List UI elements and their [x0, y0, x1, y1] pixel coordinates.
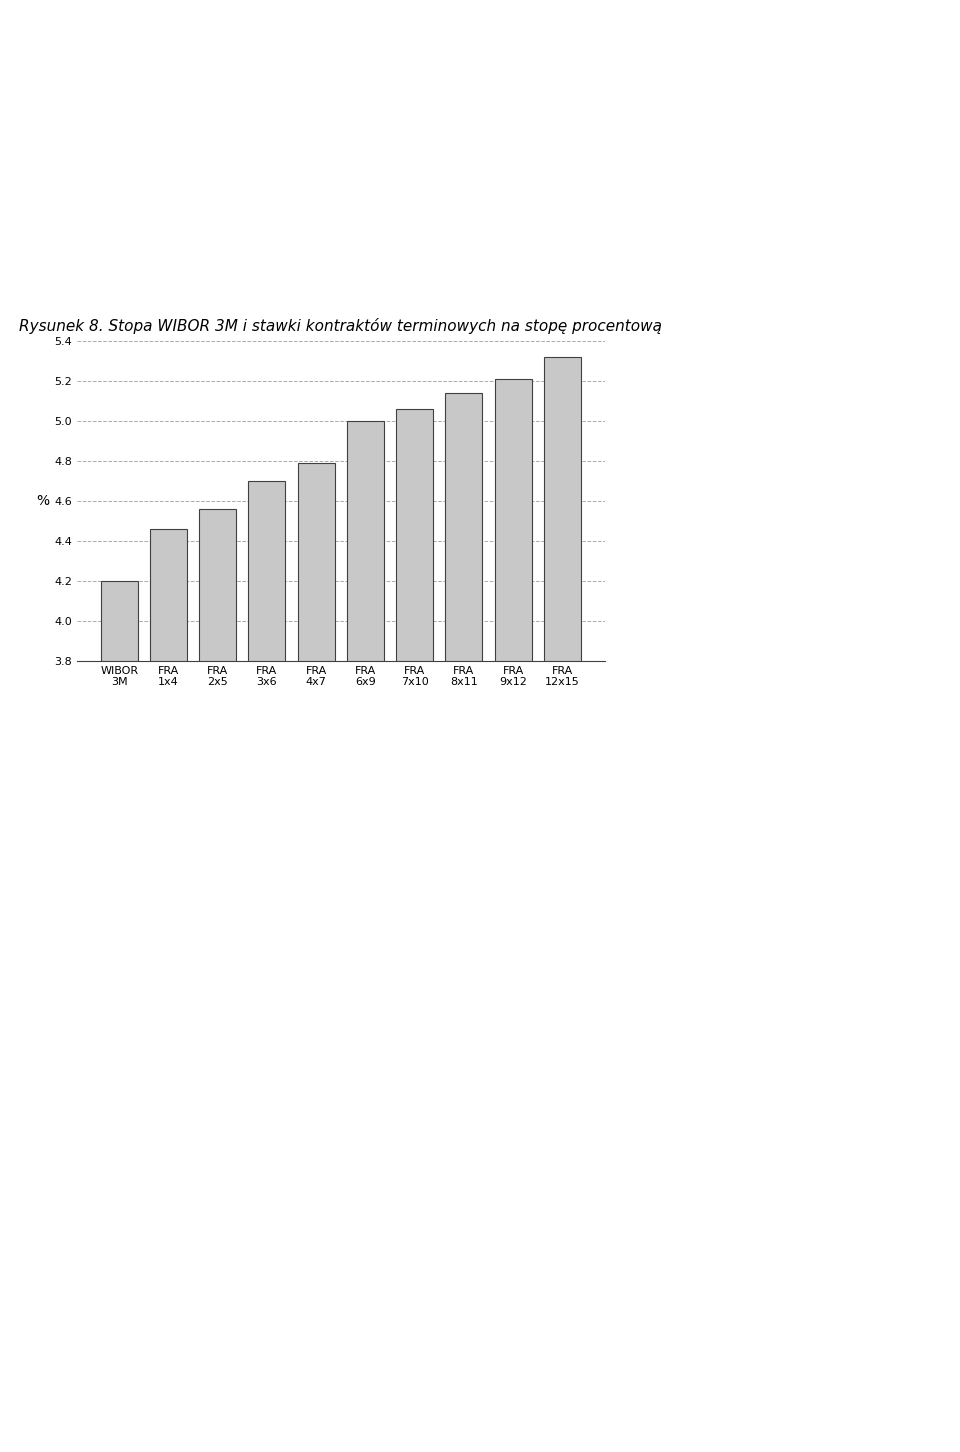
Bar — [101, 581, 137, 1419]
Bar — [347, 421, 384, 1419]
Bar — [494, 379, 532, 1419]
Bar — [200, 510, 236, 1419]
Bar — [150, 529, 187, 1419]
Bar — [544, 357, 581, 1419]
Text: Rysunek 8. Stopa WIBOR 3M i stawki kontraktów terminowych na stopę procentową: Rysunek 8. Stopa WIBOR 3M i stawki kontr… — [19, 318, 662, 334]
Y-axis label: %: % — [36, 494, 50, 508]
Bar — [396, 409, 433, 1419]
Bar — [249, 481, 285, 1419]
Bar — [298, 463, 335, 1419]
Bar — [445, 393, 482, 1419]
